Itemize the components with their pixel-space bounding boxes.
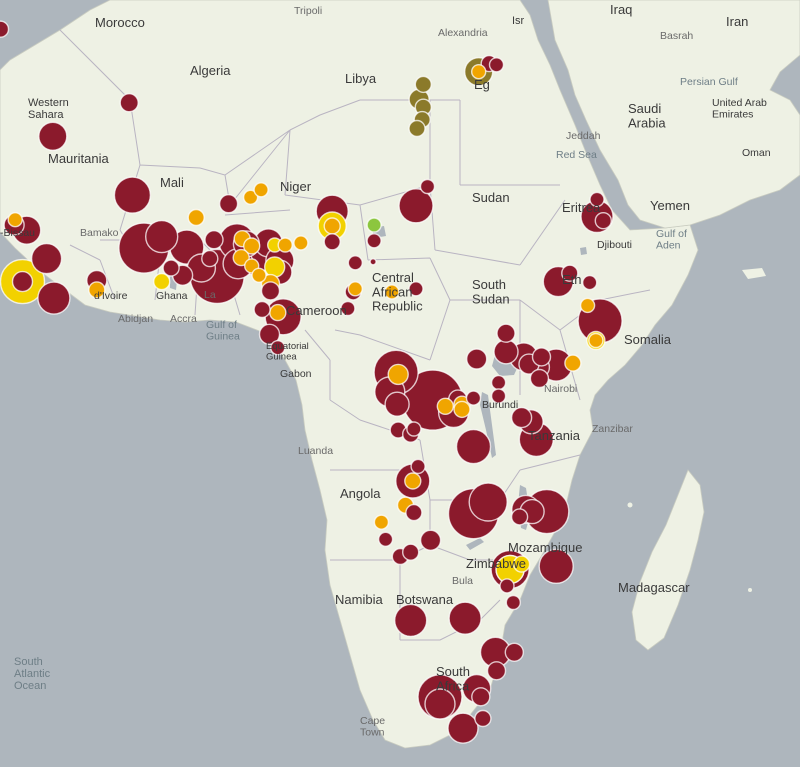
marker-medium[interactable] [293, 235, 309, 251]
marker-high[interactable] [0, 20, 10, 38]
marker-high[interactable] [402, 543, 420, 561]
marker-high[interactable] [218, 193, 239, 214]
marker-high[interactable] [505, 594, 521, 611]
madagascar-landmass [631, 469, 705, 651]
marker-high[interactable] [384, 391, 410, 417]
marker-medium[interactable] [253, 182, 269, 198]
marker-high[interactable] [455, 428, 492, 465]
marker-high[interactable] [529, 368, 550, 389]
marker-medium[interactable] [323, 217, 341, 235]
marker-high[interactable] [258, 323, 281, 345]
marker-medium[interactable] [564, 354, 582, 372]
markers-layer [0, 20, 623, 744]
marker-medium[interactable] [347, 281, 363, 297]
marker-high[interactable] [323, 233, 341, 251]
marker-high[interactable] [201, 249, 219, 268]
marker-medium[interactable] [373, 514, 390, 530]
marker-high[interactable] [504, 642, 524, 662]
marker-high[interactable] [340, 300, 356, 317]
marker-low[interactable] [264, 256, 286, 278]
marker-high[interactable] [162, 259, 180, 277]
marker-high[interactable] [253, 300, 271, 319]
marker-high[interactable] [466, 348, 488, 370]
marker-medium[interactable] [242, 189, 259, 206]
marker-high[interactable] [113, 176, 152, 214]
marker-high[interactable] [594, 211, 612, 230]
marker-high[interactable] [493, 339, 519, 365]
marker-high[interactable] [37, 281, 71, 315]
marker-high[interactable] [419, 178, 436, 195]
marker-medium[interactable] [7, 211, 23, 228]
marker-high[interactable] [419, 529, 442, 551]
marker-high[interactable] [260, 281, 281, 301]
marker-high[interactable] [561, 264, 579, 282]
marker-medium[interactable] [436, 397, 454, 415]
marker-medium[interactable] [251, 267, 267, 283]
socotra-island [742, 268, 766, 279]
comoros-island [627, 502, 633, 508]
marker-high[interactable] [496, 323, 516, 343]
marker-high[interactable] [119, 92, 139, 113]
marker-lowest[interactable] [366, 217, 382, 233]
marker-medium[interactable] [453, 400, 471, 419]
marker-medium[interactable] [404, 472, 422, 490]
marker-high[interactable] [589, 191, 605, 208]
marker-medium[interactable] [384, 284, 400, 300]
arabia-landmass [547, 0, 800, 229]
marker-high[interactable] [531, 347, 552, 367]
marker-low[interactable] [512, 555, 531, 573]
marker-high[interactable] [448, 601, 482, 635]
marker-high[interactable] [394, 603, 428, 638]
marker-high[interactable] [468, 482, 508, 522]
marker-high[interactable] [490, 374, 507, 391]
marker-medium[interactable] [588, 332, 604, 349]
marker-high[interactable] [499, 578, 515, 594]
mauritius-island [748, 588, 752, 592]
marker-medium[interactable] [579, 297, 596, 314]
marker-high[interactable] [410, 458, 426, 475]
marker-high[interactable] [408, 281, 424, 297]
marker-high[interactable] [406, 421, 422, 437]
marker-medium[interactable] [232, 248, 250, 267]
marker-high[interactable] [369, 258, 377, 266]
marker-medium[interactable] [242, 237, 261, 255]
marker-high[interactable] [11, 270, 34, 293]
marker-high[interactable] [582, 274, 598, 291]
marker-high[interactable] [398, 188, 434, 224]
marker-high[interactable] [488, 57, 505, 73]
marker-high[interactable] [471, 687, 491, 707]
marker-medium[interactable] [471, 63, 487, 80]
marker-medium[interactable] [269, 303, 287, 322]
marker-high[interactable] [424, 688, 456, 720]
marker-high[interactable] [377, 531, 394, 547]
marker-low[interactable] [152, 272, 171, 291]
marker-medium[interactable] [277, 237, 293, 253]
marker-high[interactable] [510, 508, 529, 526]
marker-high[interactable] [465, 390, 482, 406]
marker-high[interactable] [447, 712, 479, 744]
lake-tanganyika [480, 392, 496, 458]
lake-kariba [466, 538, 484, 550]
marker-egypt[interactable] [408, 119, 426, 138]
marker-high[interactable] [204, 229, 224, 250]
marker-high[interactable] [30, 242, 63, 275]
marker-high[interactable] [366, 233, 382, 249]
marker-high[interactable] [486, 661, 507, 681]
marker-medium[interactable] [387, 363, 409, 386]
marker-high[interactable] [490, 388, 507, 404]
marker-high[interactable] [270, 340, 286, 356]
marker-high[interactable] [510, 406, 533, 429]
marker-egypt[interactable] [414, 75, 432, 94]
marker-high[interactable] [144, 219, 179, 254]
marker-high[interactable] [405, 503, 423, 522]
marker-medium[interactable] [187, 208, 205, 227]
marker-high[interactable] [347, 255, 363, 271]
lake-tana [580, 247, 587, 255]
marker-high[interactable] [474, 709, 492, 728]
marker-high[interactable] [538, 548, 574, 584]
marker-high[interactable] [38, 121, 68, 152]
marker-medium[interactable] [88, 281, 106, 299]
